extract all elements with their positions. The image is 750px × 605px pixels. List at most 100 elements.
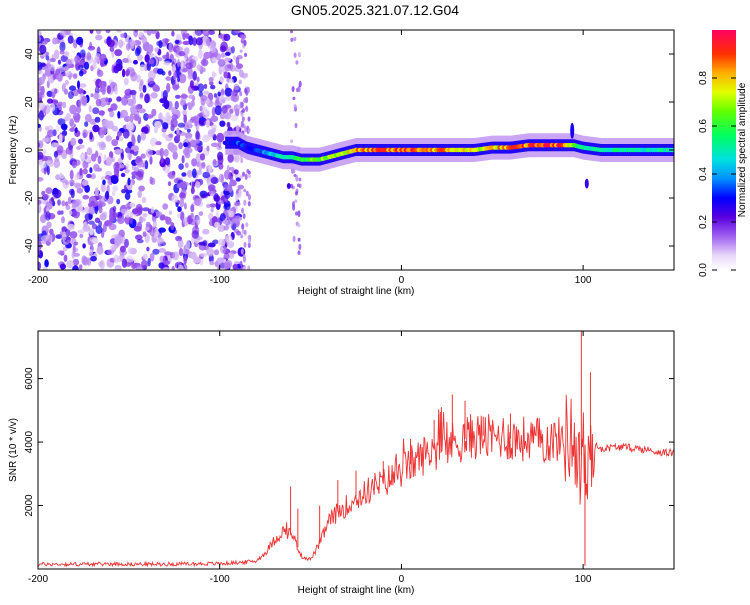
noise-blob	[128, 216, 133, 224]
noise-blob	[183, 114, 187, 124]
noise-blob	[178, 51, 186, 57]
noise-blob	[158, 40, 163, 49]
noise-blob	[177, 58, 180, 68]
noise-blob	[171, 194, 179, 203]
noise-blob	[184, 162, 189, 169]
noise-blob	[50, 197, 54, 202]
noise-blob	[159, 147, 164, 158]
noise-blob	[111, 125, 119, 132]
noise-blob	[211, 106, 216, 117]
noise-blob	[147, 77, 155, 85]
noise-blob	[152, 220, 158, 228]
y-tick-label: -20	[24, 190, 35, 205]
noise-blob	[236, 63, 243, 69]
noise-blob	[39, 62, 46, 67]
noise-blob	[210, 142, 219, 147]
noise-blob	[161, 262, 165, 269]
noise-blob	[214, 261, 219, 268]
noise-blob	[131, 134, 136, 143]
noise-blob	[129, 149, 135, 155]
noise-blob	[59, 263, 67, 270]
noise-blob	[87, 45, 96, 51]
noise-blob	[89, 167, 93, 174]
noise-blob	[217, 155, 224, 165]
noise-blob	[78, 70, 84, 77]
noise-blob	[243, 230, 247, 235]
x-tick-label: 0	[399, 275, 405, 286]
noise-blob	[82, 224, 91, 232]
noise-blob	[142, 231, 147, 238]
noise-blob	[187, 73, 193, 80]
noise-blob	[76, 187, 84, 194]
noise-blob	[83, 61, 90, 70]
colorbar-tick-label: 0.4	[698, 167, 709, 181]
noise-blob	[216, 132, 225, 143]
noise-blob	[116, 255, 123, 263]
noise-blob	[120, 33, 126, 38]
noise-blob	[178, 163, 184, 170]
noise-blob	[198, 49, 203, 59]
noise-blob	[168, 42, 173, 53]
noise-blob	[164, 251, 172, 256]
noise-blob	[202, 171, 211, 179]
noise-blob	[183, 142, 189, 148]
noise-blob	[61, 200, 66, 207]
noise-blob	[247, 116, 251, 122]
noise-blob	[197, 83, 205, 93]
noise-blob	[90, 255, 97, 262]
noise-blob	[69, 179, 75, 187]
noise-blob	[139, 64, 146, 72]
noise-blob	[221, 51, 225, 59]
noise-blob	[69, 231, 78, 239]
noise-blob	[105, 190, 110, 200]
noise-blob	[88, 207, 96, 215]
noise-blob	[122, 58, 129, 63]
noise-blob	[298, 243, 302, 250]
noise-blob	[233, 104, 240, 113]
noise-blob	[55, 68, 61, 76]
noise-blob	[165, 76, 172, 81]
noise-blob	[183, 147, 190, 156]
noise-blob	[175, 94, 181, 99]
noise-blob	[65, 58, 72, 67]
noise-blob	[192, 115, 200, 123]
noise-blob	[67, 91, 74, 99]
noise-blob	[111, 139, 119, 147]
noise-blob	[69, 188, 75, 195]
noise-blob	[180, 211, 185, 221]
noise-blob	[168, 133, 174, 138]
noise-blob	[59, 133, 63, 144]
noise-blob	[158, 248, 167, 253]
noise-blob	[206, 145, 210, 152]
noise-blob	[184, 132, 193, 139]
noise-blob	[297, 51, 301, 58]
noise-blob	[92, 59, 96, 69]
noise-blob	[171, 170, 176, 176]
noise-blob	[191, 158, 198, 167]
noise-blob	[77, 80, 80, 90]
noise-blob	[224, 87, 233, 97]
noise-blob	[179, 181, 184, 189]
noise-blob	[61, 216, 65, 224]
noise-blob	[234, 201, 241, 207]
noise-blob	[230, 91, 236, 96]
colorbar-label: Normalized spectral amplitude	[737, 82, 748, 217]
noise-blob	[114, 148, 122, 155]
noise-blob	[111, 190, 116, 197]
noise-blob	[158, 227, 167, 233]
noise-blob	[247, 242, 251, 249]
noise-blob	[154, 231, 159, 239]
noise-blob	[236, 55, 243, 60]
noise-blob	[147, 44, 154, 53]
noise-blob	[82, 129, 88, 139]
noise-blob	[53, 49, 60, 60]
noise-blob	[217, 59, 226, 67]
x-tick-label: 100	[575, 574, 592, 585]
noise-blob	[65, 113, 71, 121]
noise-blob	[69, 127, 76, 132]
noise-blob	[188, 94, 195, 99]
noise-blob	[203, 30, 209, 35]
noise-blob	[239, 175, 243, 180]
noise-blob	[63, 254, 68, 262]
noise-blob	[188, 35, 194, 46]
